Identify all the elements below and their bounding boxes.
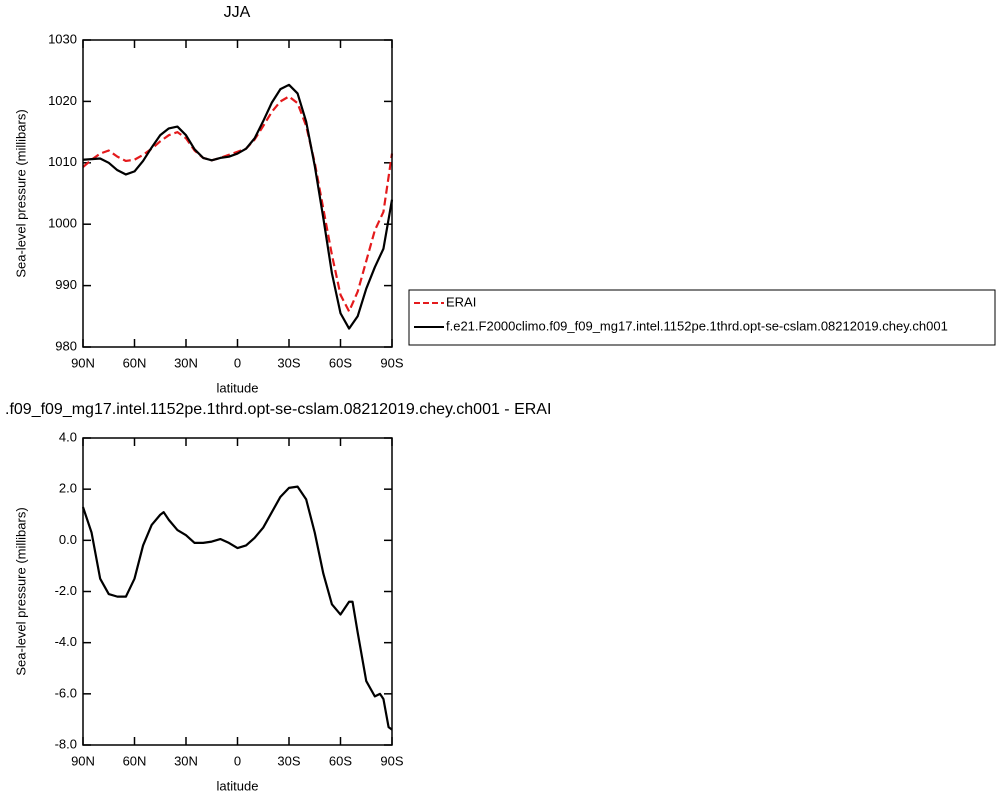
y-tick-label: -2.0: [55, 583, 77, 598]
x-axis-label: latitude: [217, 380, 259, 395]
y-tick-label: -4.0: [55, 634, 77, 649]
series-line: [81, 485, 393, 731]
legend-entry: f.e21.F2000climo.f09_f09_mg17.intel.1152…: [446, 318, 948, 333]
chart-title: JJA: [224, 4, 251, 21]
series-line: [82, 83, 394, 330]
plot-frame: [82, 39, 393, 348]
x-tick-label: 60N: [123, 355, 147, 370]
y-tick-label: 2.0: [59, 481, 77, 496]
y-tick-label: 990: [55, 277, 77, 292]
x-tick-label: 60S: [329, 355, 352, 370]
x-tick-label: 0: [234, 355, 241, 370]
x-tick-label: 60S: [329, 753, 352, 768]
x-axis-label: latitude: [217, 778, 259, 793]
x-tick-label: 90S: [380, 753, 403, 768]
x-tick-label: 90S: [380, 355, 403, 370]
y-tick-label: 4.0: [59, 429, 77, 444]
chart-title: .f09_f09_mg17.intel.1152pe.1thrd.opt-se-…: [5, 401, 551, 418]
y-axis-label: Sea-level pressure (millibars): [13, 109, 28, 277]
x-tick-label: 0: [234, 753, 241, 768]
legend-box: [408, 289, 996, 346]
series-line: [82, 95, 394, 313]
y-tick-label: 0.0: [59, 532, 77, 547]
y-tick-label: 1000: [48, 216, 77, 231]
x-tick-label: 30S: [277, 355, 300, 370]
x-tick-label: 90N: [71, 355, 95, 370]
legend-entry: ERAI: [446, 294, 476, 309]
y-axis-label: Sea-level pressure (millibars): [13, 507, 28, 675]
plot-frame: [82, 437, 393, 746]
y-tick-label: 1020: [48, 93, 77, 108]
y-tick-label: 1010: [48, 154, 77, 169]
y-tick-label: -6.0: [55, 685, 77, 700]
x-tick-label: 30N: [174, 753, 198, 768]
x-tick-label: 90N: [71, 753, 95, 768]
y-tick-label: -8.0: [55, 736, 77, 751]
y-tick-label: 1030: [48, 31, 77, 46]
x-tick-label: 30S: [277, 753, 300, 768]
y-tick-label: 980: [55, 338, 77, 353]
x-tick-label: 30N: [174, 355, 198, 370]
x-tick-label: 60N: [123, 753, 147, 768]
